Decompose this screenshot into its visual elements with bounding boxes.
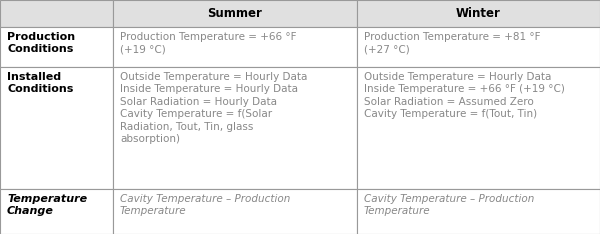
Text: Production Temperature = +81 °F
(+27 °C): Production Temperature = +81 °F (+27 °C) (364, 32, 541, 54)
Text: Production
Conditions: Production Conditions (7, 32, 75, 54)
Bar (113, 0, 357, 27)
Bar (0, 27, 113, 67)
Bar (0, 0, 113, 27)
Text: Summer: Summer (208, 7, 262, 20)
Text: Outside Temperature = Hourly Data
Inside Temperature = Hourly Data
Solar Radiati: Outside Temperature = Hourly Data Inside… (120, 72, 307, 144)
Bar (113, 27, 357, 67)
Text: Outside Temperature = Hourly Data
Inside Temperature = +66 °F (+19 °C)
Solar Rad: Outside Temperature = Hourly Data Inside… (364, 72, 565, 119)
Bar (357, 189, 600, 234)
Text: Cavity Temperature – Production
Temperature: Cavity Temperature – Production Temperat… (120, 194, 290, 216)
Bar (357, 67, 600, 189)
Bar (0, 67, 113, 189)
Text: Temperature
Change: Temperature Change (7, 194, 87, 216)
Bar (113, 189, 357, 234)
Text: Cavity Temperature – Production
Temperature: Cavity Temperature – Production Temperat… (364, 194, 535, 216)
Text: Winter: Winter (456, 7, 501, 20)
Text: Production Temperature = +66 °F
(+19 °C): Production Temperature = +66 °F (+19 °C) (120, 32, 296, 54)
Bar (357, 27, 600, 67)
Bar (0, 189, 113, 234)
Bar (113, 67, 357, 189)
Text: Installed
Conditions: Installed Conditions (7, 72, 73, 94)
Bar (357, 0, 600, 27)
